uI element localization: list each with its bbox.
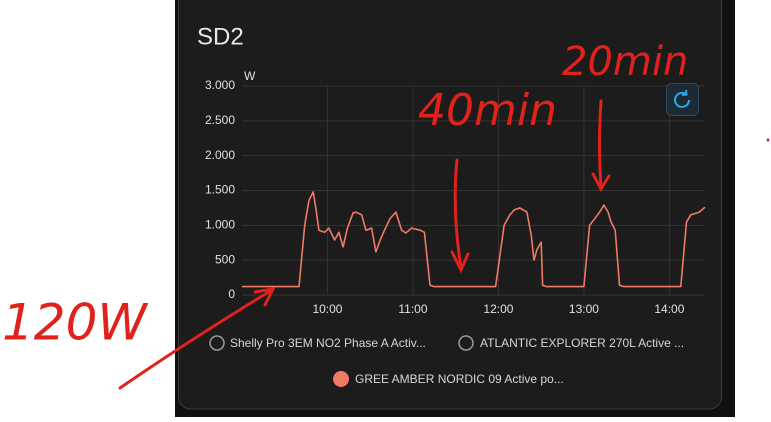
y-tick-label: 2.000 [205,148,235,162]
plot [242,191,706,288]
annotation-dot [766,138,770,142]
x-tick-label: 13:00 [569,302,599,316]
card-title: SD2 [197,23,244,50]
y-tick-label: 500 [215,252,235,266]
grid: 0 500 1.000 1.500 2.000 2.500 3.000 10:00 11:00 1… [205,78,705,316]
y-tick-label: 2.500 [205,113,235,127]
series-line [242,191,706,288]
legend-marker[interactable] [209,335,225,351]
legend-label[interactable]: ATLANTIC EXPLORER 270L Active ... [480,336,684,350]
y-tick-label: 3.000 [205,78,235,92]
annotation: 120W [2,294,148,352]
y-unit: W [244,69,256,83]
annotation: 20min [562,39,688,85]
x-tick-label: 10:00 [312,302,342,316]
y-tick-label: 0 [228,287,235,301]
card [178,0,722,410]
annotation-arrow [450,158,470,274]
reset-zoom-button[interactable] [666,83,699,116]
y-tick-label: 1.000 [205,218,235,232]
x-tick-label: 14:00 [654,302,684,316]
annotation-arrow [118,287,276,390]
x-tick-label: 12:00 [483,302,513,316]
legend-label[interactable]: GREE AMBER NORDIC 09 Active po... [355,372,564,386]
y-tick-label: 1.500 [205,183,235,197]
legend-label[interactable]: Shelly Pro 3EM NO2 Phase A Activ... [230,336,426,350]
legend-marker[interactable] [333,371,349,387]
annotation: 40min [418,85,557,136]
legend-marker[interactable] [458,335,474,351]
reset-icon [674,89,690,108]
annotation-arrow [591,99,611,193]
x-tick-label: 11:00 [398,302,427,316]
